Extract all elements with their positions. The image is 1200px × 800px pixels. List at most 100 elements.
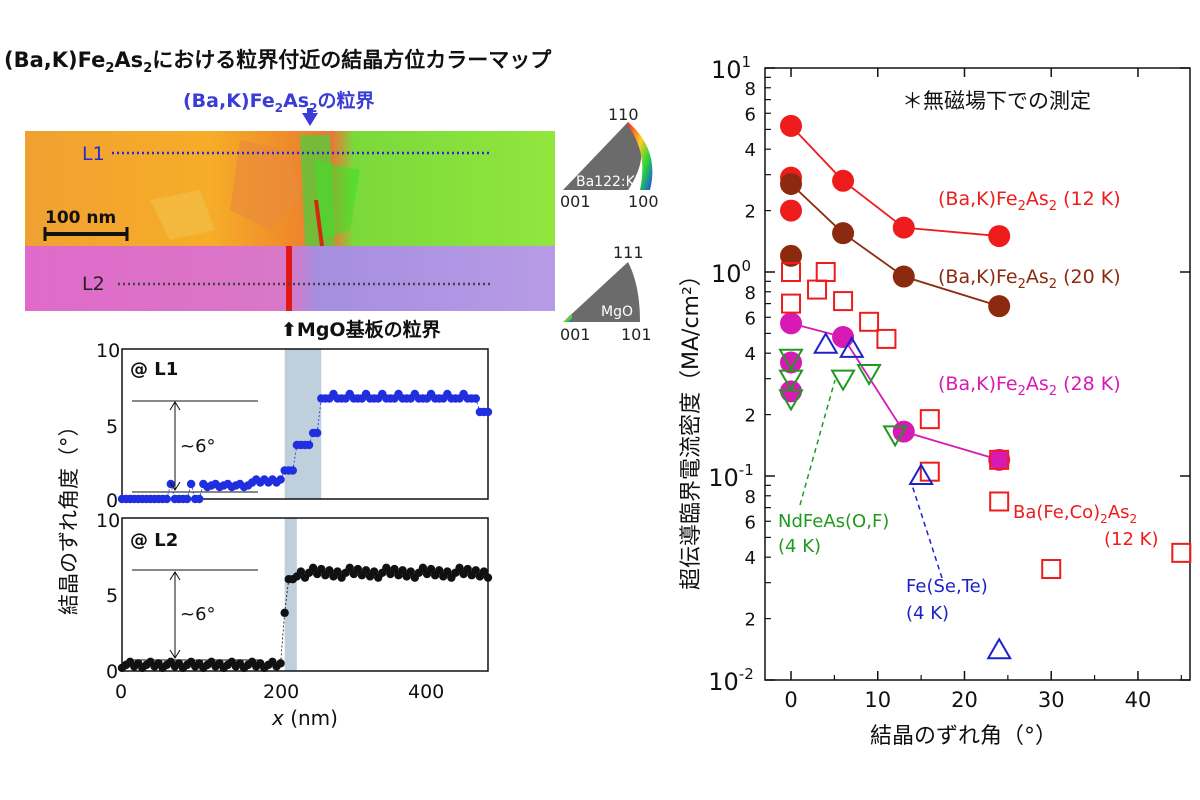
legend-ba122-top: 110 bbox=[608, 105, 639, 124]
jc-yminor-label: 4 bbox=[745, 344, 756, 365]
data-point-4 bbox=[856, 363, 882, 386]
profile-link bbox=[316, 398, 322, 434]
profile-l1-ytick: 5 bbox=[106, 416, 118, 438]
grain-boundary-label: (Ba,K)Fe2As2の粒界 bbox=[183, 90, 375, 115]
jc-xtick-label: 0 bbox=[784, 688, 797, 712]
series-line-1 bbox=[790, 183, 1000, 308]
series-line-0 bbox=[790, 125, 1000, 237]
data-point-1 bbox=[892, 265, 915, 288]
series-label-fesete: Fe(Se,Te) bbox=[906, 576, 988, 597]
profile-l2-ytick: 0 bbox=[106, 661, 118, 683]
data-point-1 bbox=[832, 222, 855, 245]
data-point-1 bbox=[988, 295, 1011, 318]
profile-xlabel: x (nm) bbox=[271, 706, 338, 730]
map-mgo-boundary-line bbox=[286, 246, 292, 311]
map-title: (Ba,K)Fe2As2における粒界付近の結晶方位カラーマップ bbox=[4, 48, 552, 77]
profile-link bbox=[300, 571, 306, 578]
jc-yminor-label: 4 bbox=[745, 548, 756, 569]
jc-yminor-label: 4 bbox=[745, 140, 756, 161]
data-point-0 bbox=[832, 169, 855, 192]
profile-link bbox=[320, 568, 326, 576]
jc-yminor-label: 6 bbox=[745, 512, 756, 533]
profile-l1: @ L1 ~6° 10 5 0 bbox=[96, 340, 493, 512]
profile-link bbox=[402, 570, 407, 577]
data-point-2 bbox=[780, 351, 803, 374]
data-point-5 bbox=[986, 637, 1012, 660]
profile-link bbox=[337, 571, 342, 578]
series-label-bak-28k: (Ba,K)Fe2As2 (28 K) bbox=[938, 373, 1121, 399]
data-point-2 bbox=[780, 312, 803, 335]
data-point-3 bbox=[859, 311, 880, 332]
profile-l1-frame bbox=[121, 348, 489, 500]
jc-xtick-label: 20 bbox=[951, 688, 978, 712]
jc-yminor-label: 2 bbox=[745, 610, 756, 631]
profile-l1-arrowhead bbox=[169, 401, 181, 411]
profile-link bbox=[422, 567, 428, 575]
profile-link bbox=[365, 570, 371, 577]
data-point-3 bbox=[781, 293, 802, 314]
jc-series bbox=[778, 114, 1192, 660]
profile-point bbox=[304, 440, 314, 450]
profile-xtick: 200 bbox=[263, 681, 299, 703]
jc-ytick-exp: 0 bbox=[742, 257, 752, 275]
data-point-5 bbox=[812, 331, 839, 354]
legend-mgo: 111 001 101 MgO bbox=[560, 243, 652, 344]
profile-point bbox=[426, 564, 436, 574]
jc-ylabel: 超伝導臨界電流密度（MA/cm²） bbox=[679, 264, 704, 590]
data-point-0 bbox=[988, 225, 1011, 248]
profile-l2-band bbox=[284, 518, 297, 671]
jc-ytick-exp: -1 bbox=[739, 461, 754, 479]
data-point-0 bbox=[892, 216, 915, 239]
profile-xtick: 0 bbox=[115, 681, 127, 703]
profile-point bbox=[382, 563, 391, 573]
profile-ylabel: 結晶のずれ角度（°） bbox=[57, 416, 81, 616]
profile-point bbox=[418, 563, 428, 573]
profile-link bbox=[447, 571, 452, 578]
profile-point bbox=[483, 573, 493, 582]
fesete-leader-line bbox=[911, 484, 943, 579]
profile-link bbox=[467, 568, 473, 576]
data-point-3 bbox=[815, 262, 836, 282]
data-point-4 bbox=[778, 369, 804, 392]
gb-arrow-stem bbox=[307, 108, 313, 115]
profile-xtick: 400 bbox=[408, 681, 444, 703]
profile-l1-ytick: 0 bbox=[106, 490, 118, 512]
jc-ytick-exp: 1 bbox=[742, 53, 752, 71]
profile-point bbox=[276, 659, 285, 668]
profile-l1-arrowhead bbox=[169, 481, 181, 491]
series-label-bak-20k: (Ba,K)Fe2As2 (20 K) bbox=[938, 266, 1121, 292]
profile-link bbox=[410, 571, 416, 578]
profile-link bbox=[349, 567, 355, 575]
data-point-1 bbox=[780, 173, 803, 196]
data-point-2 bbox=[832, 326, 855, 349]
profile-l2-arrowhead bbox=[169, 571, 181, 581]
profile-l1-annotation: ~6° bbox=[180, 436, 216, 457]
jc-xtick-label: 40 bbox=[1125, 688, 1152, 712]
jc-xtick-label: 30 bbox=[1038, 688, 1065, 712]
profile-l2-points bbox=[117, 563, 493, 673]
data-point-3 bbox=[989, 449, 1010, 470]
map-grain-patch bbox=[230, 140, 300, 230]
jc-note: ＊無磁場下での測定 bbox=[902, 89, 1091, 113]
profile-l2: @ L2 ~6° 10 5 0 0 200 400 x (nm) 結晶のずれ角度… bbox=[57, 416, 493, 730]
profile-l1-band bbox=[284, 349, 322, 499]
legend-mgo-left: 001 bbox=[560, 325, 591, 344]
map-grain-patch bbox=[315, 160, 360, 240]
legend-ba122: 110 001 100 Ba122:K bbox=[560, 105, 659, 211]
jc-xlabel: 結晶のずれ角（°） bbox=[870, 724, 1057, 749]
profile-link bbox=[284, 579, 290, 613]
legend-mgo-corner bbox=[563, 315, 572, 322]
legend-ba122-name: Ba122:K bbox=[576, 174, 636, 190]
data-point-5 bbox=[839, 335, 865, 358]
profile-point bbox=[443, 567, 452, 576]
series-label-bafeco-temp: (12 K) bbox=[1104, 529, 1158, 550]
jc-yminor-label: 6 bbox=[745, 308, 756, 329]
profile-point bbox=[296, 567, 306, 576]
jc-yminor-label: 6 bbox=[745, 104, 756, 125]
profile-link bbox=[483, 571, 489, 578]
profile-l2-ytick: 10 bbox=[96, 510, 120, 532]
map-grain-patch bbox=[150, 190, 215, 240]
profile-point bbox=[369, 567, 379, 576]
